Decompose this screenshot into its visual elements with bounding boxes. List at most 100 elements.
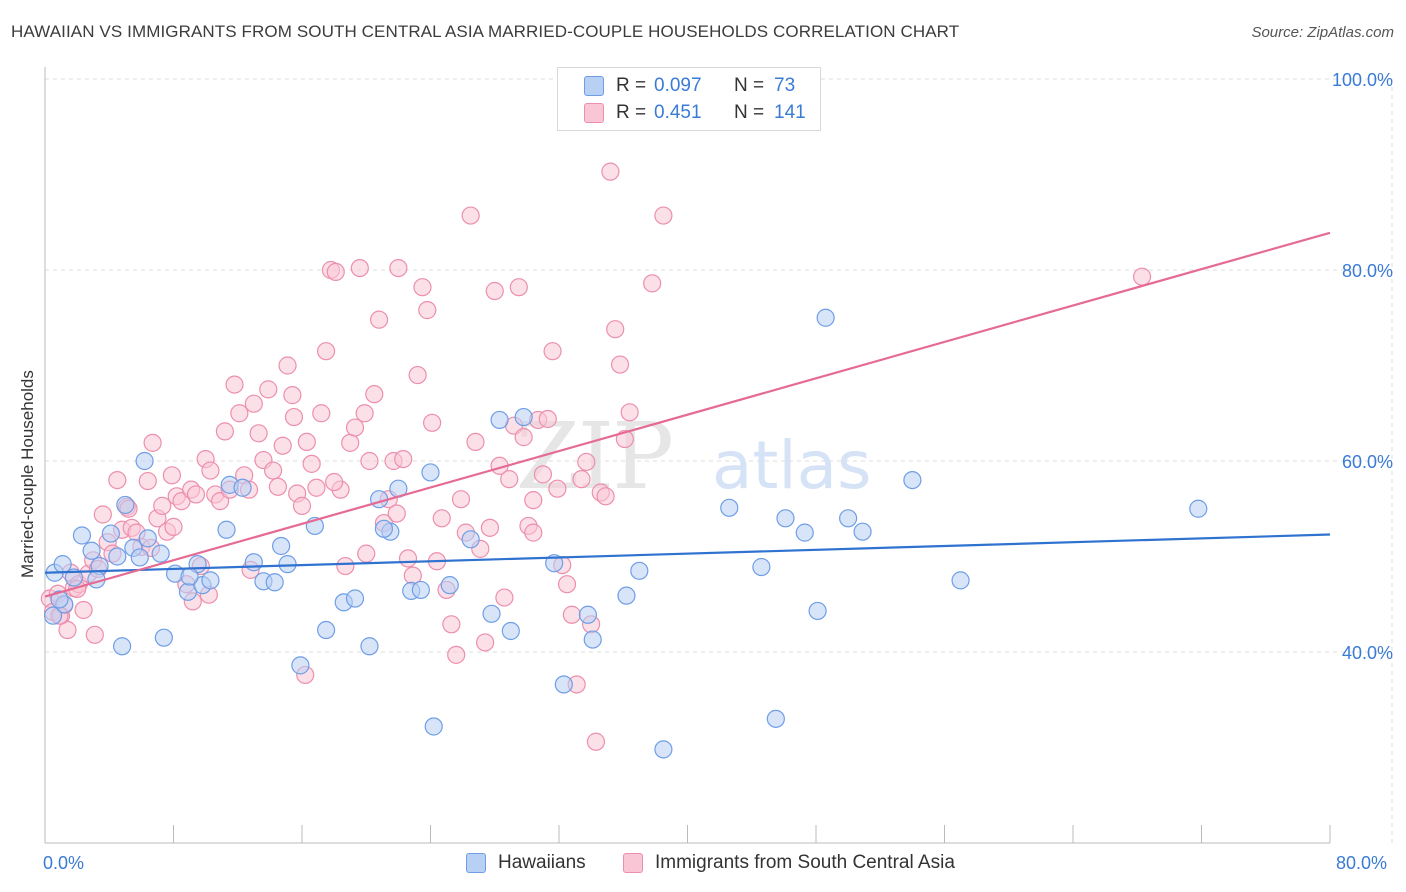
data-point-immigrants (394, 449, 413, 469)
legend-swatch-blue (584, 76, 604, 96)
chart-title: HAWAIIAN VS IMMIGRANTS FROM SOUTH CENTRA… (11, 22, 960, 41)
legend-item-immigrants: Immigrants from South Central Asia (623, 852, 955, 874)
data-point-immigrants (284, 407, 304, 427)
data-point-hawaiians (795, 523, 814, 542)
data-point-hawaiians (116, 495, 135, 515)
data-point-immigrants (58, 620, 77, 640)
data-point-immigrants (485, 281, 504, 301)
data-point-hawaiians (545, 554, 564, 573)
data-point-immigrants (408, 365, 427, 385)
legend-r-label: R = (616, 75, 647, 96)
data-point-immigrants (557, 575, 577, 594)
data-point-immigrants (215, 422, 234, 441)
x-tick-label-max: 80.0% (1336, 853, 1388, 873)
legend-n-value: 73 (774, 75, 796, 96)
data-point-hawaiians (108, 547, 127, 566)
data-point-immigrants (476, 633, 495, 652)
data-point-immigrants (316, 342, 336, 361)
data-point-immigrants (336, 556, 355, 576)
data-point-hawaiians (138, 529, 157, 548)
data-point-hawaiians (654, 740, 673, 759)
data-point-hawaiians (101, 524, 120, 543)
data-point-hawaiians (461, 530, 480, 549)
data-point-hawaiians (43, 606, 63, 625)
data-point-immigrants (586, 732, 606, 751)
data-point-immigrants (143, 433, 162, 452)
data-point-immigrants (451, 490, 471, 509)
data-point-immigrants (548, 479, 567, 498)
data-point-immigrants (398, 549, 418, 568)
legend-r-value: 0.451 (654, 102, 702, 123)
axes (44, 67, 1331, 844)
data-point-hawaiians (630, 561, 649, 580)
data-point-hawaiians (903, 471, 922, 490)
data-point-hawaiians (839, 509, 858, 528)
legend-swatch-immigrants (623, 853, 643, 873)
data-point-hawaiians (554, 675, 573, 694)
data-point-immigrants (572, 470, 591, 489)
data-point-hawaiians (514, 407, 533, 427)
data-point-immigrants (538, 409, 557, 429)
data-point-hawaiians (244, 553, 263, 572)
data-point-hawaiians (291, 656, 310, 675)
data-point-immigrants (543, 342, 562, 361)
data-point-immigrants (562, 605, 581, 624)
data-point-hawaiians (374, 519, 394, 538)
data-point-immigrants (278, 356, 297, 375)
y-tick-label: 80.0% (1342, 261, 1393, 281)
data-point-immigrants (325, 472, 344, 492)
data-point-immigrants (514, 428, 533, 447)
data-point-immigrants (268, 477, 288, 496)
source-attribution: Source: ZipAtlas.com (1251, 24, 1394, 41)
data-point-hawaiians (766, 709, 785, 728)
data-point-hawaiians (72, 526, 92, 545)
y-tick-label: 40.0% (1342, 643, 1393, 663)
data-point-hawaiians (411, 580, 430, 600)
data-point-immigrants (326, 262, 345, 282)
y-axis-label: Married-couple Households (18, 370, 37, 578)
data-point-immigrants (283, 386, 302, 405)
data-point-immigrants (620, 403, 639, 422)
data-point-hawaiians (135, 451, 154, 471)
legend-label-hawaiians: Hawaiians (498, 852, 586, 873)
data-point-immigrants (341, 433, 360, 452)
data-point-immigrants (601, 162, 620, 181)
legend-row-hawaiians: R = 0.097 N = 73 (584, 73, 795, 99)
data-point-immigrants (302, 454, 321, 473)
legend-item-hawaiians: Hawaiians (466, 852, 586, 874)
data-point-immigrants (577, 452, 596, 472)
data-point-hawaiians (752, 557, 771, 577)
data-point-immigrants (355, 404, 374, 423)
data-point-immigrants (273, 436, 292, 455)
legend-swatch-pink (584, 103, 604, 123)
data-point-immigrants (610, 355, 630, 374)
data-point-hawaiians (816, 308, 835, 327)
data-point-hawaiians (82, 541, 101, 560)
data-point-immigrants (524, 491, 543, 510)
data-point-hawaiians (360, 637, 379, 656)
data-point-hawaiians (617, 586, 636, 605)
data-point-immigrants (164, 517, 183, 536)
data-point-hawaiians (233, 478, 252, 497)
data-point-hawaiians (112, 637, 132, 656)
data-point-immigrants (263, 461, 283, 480)
data-point-hawaiians (50, 590, 69, 609)
data-point-immigrants (387, 504, 406, 523)
data-point-immigrants (244, 394, 263, 413)
data-point-hawaiians (130, 548, 149, 567)
legend-r-value: 0.097 (654, 75, 702, 96)
data-point-hawaiians (201, 571, 220, 590)
y-tick-labels: 100.0% 80.0% 60.0% 40.0% (1332, 70, 1393, 663)
data-point-immigrants (370, 310, 389, 329)
data-point-immigrants (500, 470, 519, 489)
data-point-hawaiians (345, 589, 365, 608)
data-point-immigrants (186, 485, 206, 504)
data-point-hawaiians (154, 628, 173, 647)
data-point-hawaiians (316, 620, 336, 640)
legend-n-value: 141 (774, 102, 806, 123)
data-point-immigrants (230, 404, 249, 423)
data-point-immigrants (74, 600, 93, 620)
data-point-hawaiians (583, 630, 602, 649)
data-point-immigrants (357, 544, 376, 563)
